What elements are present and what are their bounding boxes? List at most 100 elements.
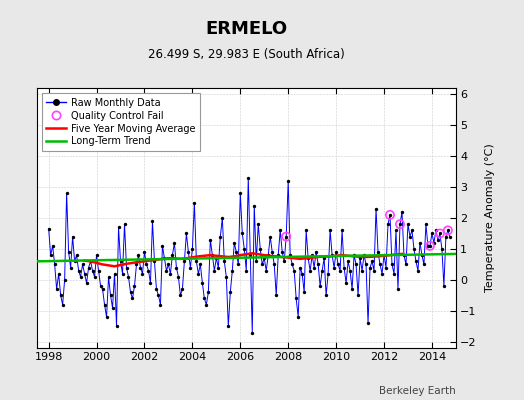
Point: [70, 258, 79, 264]
Point: [232, 249, 241, 255]
Point: [86, 258, 95, 264]
Point: [208, 252, 216, 258]
Point: [402, 261, 410, 268]
Point: [84, 264, 93, 271]
Point: [226, 289, 235, 296]
Point: [194, 270, 203, 277]
Point: [322, 292, 330, 298]
Point: [318, 268, 326, 274]
Point: [438, 246, 446, 252]
Point: [290, 268, 298, 274]
Point: [422, 221, 430, 227]
Point: [180, 258, 189, 264]
Point: [316, 283, 324, 289]
Point: [354, 292, 362, 298]
Point: [132, 261, 140, 268]
Point: [48, 243, 57, 249]
Point: [104, 274, 113, 280]
Point: [372, 206, 380, 212]
Point: [236, 190, 245, 196]
Point: [380, 252, 388, 258]
Point: [430, 240, 438, 246]
Point: [312, 249, 320, 255]
Point: [340, 264, 348, 271]
Point: [128, 295, 137, 302]
Point: [62, 190, 71, 196]
Point: [328, 252, 336, 258]
Point: [418, 252, 426, 258]
Point: [404, 221, 412, 227]
Point: [54, 270, 63, 277]
Point: [182, 230, 191, 237]
Point: [294, 314, 302, 320]
Point: [134, 252, 143, 258]
Point: [138, 270, 147, 277]
Point: [434, 236, 442, 243]
Point: [382, 264, 390, 271]
Point: [74, 268, 83, 274]
Point: [292, 295, 300, 302]
Point: [150, 258, 159, 264]
Point: [282, 233, 290, 240]
Point: [338, 227, 346, 234]
Point: [202, 302, 211, 308]
Point: [118, 270, 127, 277]
Point: [218, 215, 226, 221]
Point: [420, 261, 428, 268]
Point: [416, 240, 424, 246]
Point: [442, 233, 450, 240]
Point: [96, 283, 105, 289]
Point: [300, 289, 308, 296]
Point: [342, 280, 350, 286]
Point: [444, 227, 452, 234]
Point: [244, 174, 253, 181]
Point: [198, 280, 206, 286]
Point: [286, 252, 294, 258]
Point: [112, 323, 121, 330]
Point: [140, 249, 149, 255]
Point: [388, 261, 396, 268]
Point: [152, 286, 161, 292]
Point: [298, 270, 307, 277]
Point: [228, 268, 236, 274]
Point: [250, 202, 258, 209]
Point: [346, 268, 354, 274]
Point: [47, 252, 55, 258]
Point: [168, 252, 177, 258]
Point: [114, 224, 123, 230]
Point: [336, 268, 344, 274]
Point: [64, 249, 73, 255]
Point: [436, 230, 444, 237]
Legend: Raw Monthly Data, Quality Control Fail, Five Year Moving Average, Long-Term Tren: Raw Monthly Data, Quality Control Fail, …: [41, 93, 200, 151]
Point: [166, 270, 174, 277]
Point: [272, 292, 280, 298]
Point: [324, 270, 332, 277]
Point: [254, 221, 263, 227]
Point: [280, 258, 288, 264]
Point: [374, 249, 382, 255]
Point: [121, 221, 129, 227]
Point: [92, 252, 101, 258]
Point: [386, 212, 394, 218]
Point: [143, 261, 151, 268]
Point: [262, 268, 270, 274]
Point: [50, 261, 59, 268]
Point: [396, 221, 404, 227]
Point: [356, 255, 364, 262]
Point: [67, 264, 75, 271]
Point: [306, 268, 314, 274]
Point: [268, 249, 277, 255]
Point: [352, 261, 361, 268]
Point: [57, 292, 65, 298]
Point: [72, 252, 81, 258]
Point: [102, 314, 111, 320]
Point: [350, 252, 358, 258]
Point: [164, 261, 172, 268]
Point: [148, 218, 157, 224]
Point: [196, 261, 204, 268]
Point: [274, 252, 282, 258]
Point: [234, 261, 243, 268]
Point: [130, 283, 139, 289]
Text: ERMELO: ERMELO: [205, 20, 287, 38]
Point: [108, 304, 117, 311]
